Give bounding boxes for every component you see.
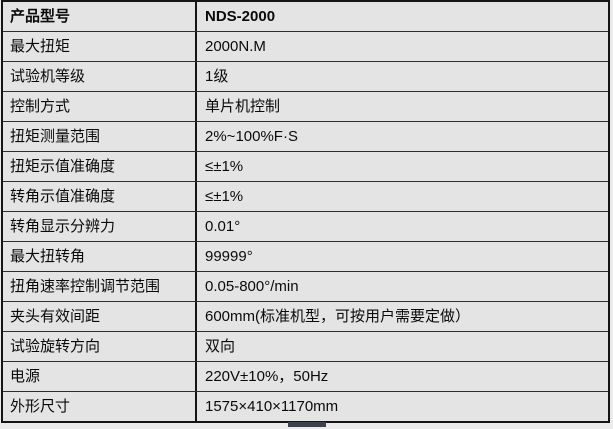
table-row: 扭矩示值准确度 ≤±1% (3, 152, 608, 182)
spec-label-cell: 转角示值准确度 (3, 182, 197, 211)
spec-label-cell: 最大扭转角 (3, 242, 197, 271)
spec-value-cell: ≤±1% (205, 188, 244, 205)
spec-value-cell: 双向 (205, 338, 236, 355)
table-header-row: 产品型号 NDS-2000 (3, 2, 608, 32)
spec-value-cell: 99999° (205, 248, 253, 265)
spec-value-cell: 600mm(标准机型，可按用户需要定做） (205, 308, 471, 325)
spec-header-label-cell: 产品型号 (3, 2, 197, 31)
spec-value-cell: ≤±1% (205, 158, 244, 175)
spec-value-cell: 2000N.M (205, 38, 266, 55)
spec-label-cell: 夹头有效间距 (3, 302, 197, 331)
table-row: 最大扭转角 99999° (3, 242, 608, 272)
table-row: 外形尺寸 1575×410×1170mm (3, 392, 608, 421)
spec-value-cell: 1575×410×1170mm (205, 398, 339, 415)
table-row: 转角显示分辨力 0.01° (3, 212, 608, 242)
spec-value-cell: 220V±10%，50Hz (205, 368, 329, 385)
spec-value-cell: 2%~100%F·S (205, 128, 298, 145)
spec-label-cell: 试验旋转方向 (3, 332, 197, 361)
spec-value-cell: 单片机控制 (205, 98, 281, 115)
table-row: 电源 220V±10%，50Hz (3, 362, 608, 392)
spec-label-cell: 外形尺寸 (3, 392, 197, 421)
table-row: 试验旋转方向 双向 (3, 332, 608, 362)
spec-value-cell: 1级 (205, 68, 229, 85)
spec-label-cell: 扭角速率控制调节范围 (3, 272, 197, 301)
table-row: 扭角速率控制调节范围 0.05-800°/min (3, 272, 608, 302)
spec-label-cell: 最大扭矩 (3, 32, 197, 61)
table-row: 转角示值准确度 ≤±1% (3, 182, 608, 212)
scrollbar-thumb[interactable] (288, 422, 326, 427)
table-row: 试验机等级 1级 (3, 62, 608, 92)
spec-header-value-cell: NDS-2000 (205, 8, 276, 25)
table-row: 控制方式 单片机控制 (3, 92, 608, 122)
spec-label-cell: 电源 (3, 362, 197, 391)
table-row: 扭矩测量范围 2%~100%F·S (3, 122, 608, 152)
table-row: 最大扭矩 2000N.M (3, 32, 608, 62)
spec-label-cell: 扭矩示值准确度 (3, 152, 197, 181)
spec-label-cell: 转角显示分辨力 (3, 212, 197, 241)
spec-value-cell: 0.01° (205, 218, 241, 235)
table-row: 夹头有效间距 600mm(标准机型，可按用户需要定做） (3, 302, 608, 332)
spec-label-cell: 扭矩测量范围 (3, 122, 197, 151)
spec-label-cell: 控制方式 (3, 92, 197, 121)
spec-label-cell: 试验机等级 (3, 62, 197, 91)
spec-table: 产品型号 NDS-2000 最大扭矩 2000N.M 试验机等级 1级 控制方式 单片机控制扭… (1, 0, 610, 423)
spec-value-cell: 0.05-800°/min (205, 278, 299, 295)
